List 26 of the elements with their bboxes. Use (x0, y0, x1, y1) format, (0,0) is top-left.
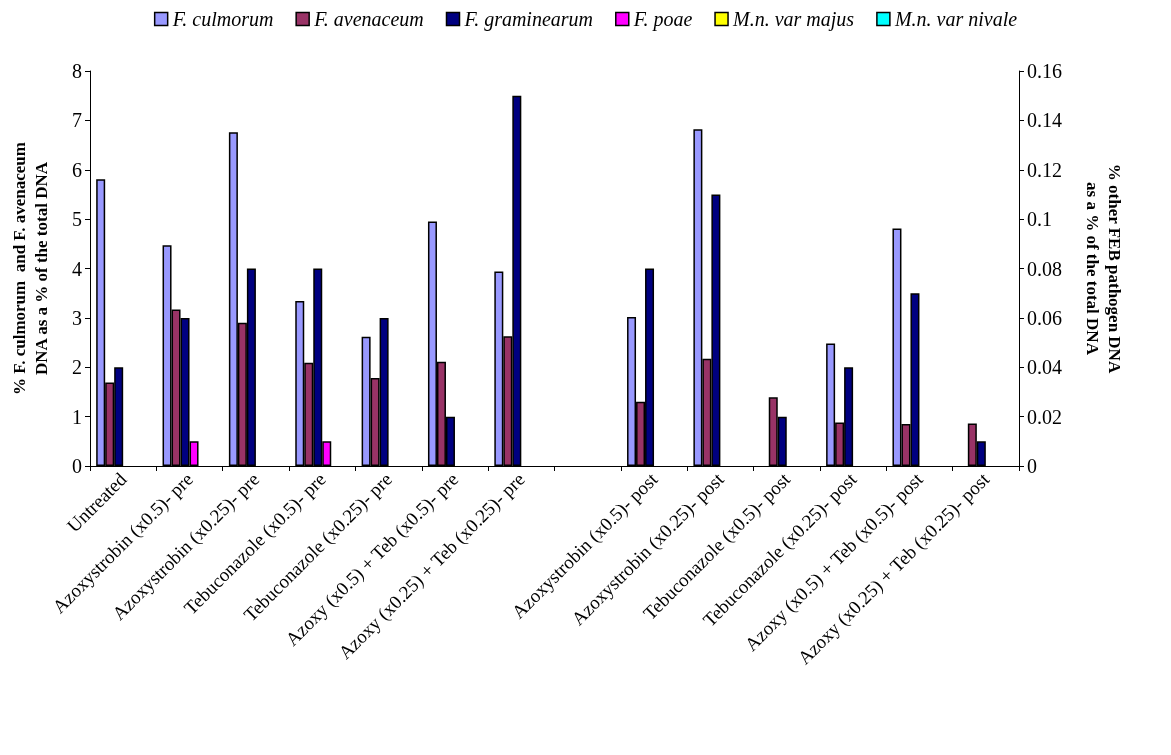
y-tick-label: 2 (72, 356, 82, 379)
y-tick-label: 7 (72, 109, 82, 132)
y2-tick-label: 0.04 (1027, 356, 1062, 379)
y-tick-label: 3 (72, 306, 82, 329)
y-tick-label: 8 (72, 60, 82, 82)
legend-label: F. avenaceum (313, 8, 424, 30)
legend-label: F. poae (632, 8, 693, 31)
legend-label: F. graminearum (463, 8, 594, 31)
y2-tick-label: 0.08 (1027, 257, 1062, 280)
y-tick-label: 4 (72, 257, 82, 280)
legend-label: M.n. var majus (732, 8, 855, 31)
y2-tick-label: 0.16 (1027, 60, 1062, 82)
y-tick-label: 6 (72, 158, 82, 181)
y2-tick-label: 0.02 (1027, 405, 1062, 428)
y2-tick-label: 0.14 (1027, 109, 1062, 132)
y2-tick-label: 0.12 (1027, 158, 1062, 181)
y-tick-label: 1 (72, 405, 82, 428)
y2-tick-label: 0 (1027, 455, 1037, 477)
y-tick-label: 0 (72, 455, 82, 477)
y2-axis-title: % other FEB pathogen DNA as a % of the total DNA (1082, 163, 1124, 374)
y2-tick-label: 0.06 (1027, 306, 1062, 329)
y-tick-label: 5 (72, 208, 82, 231)
legend-label: M.n. var nivale (893, 8, 1018, 30)
y2-tick-label: 0.1 (1027, 208, 1052, 231)
y-axis-title: % F. culmorum and F. avenaceum DNA as a % of the total DNA (9, 142, 51, 395)
legend-label: F. culmorum (171, 8, 274, 30)
